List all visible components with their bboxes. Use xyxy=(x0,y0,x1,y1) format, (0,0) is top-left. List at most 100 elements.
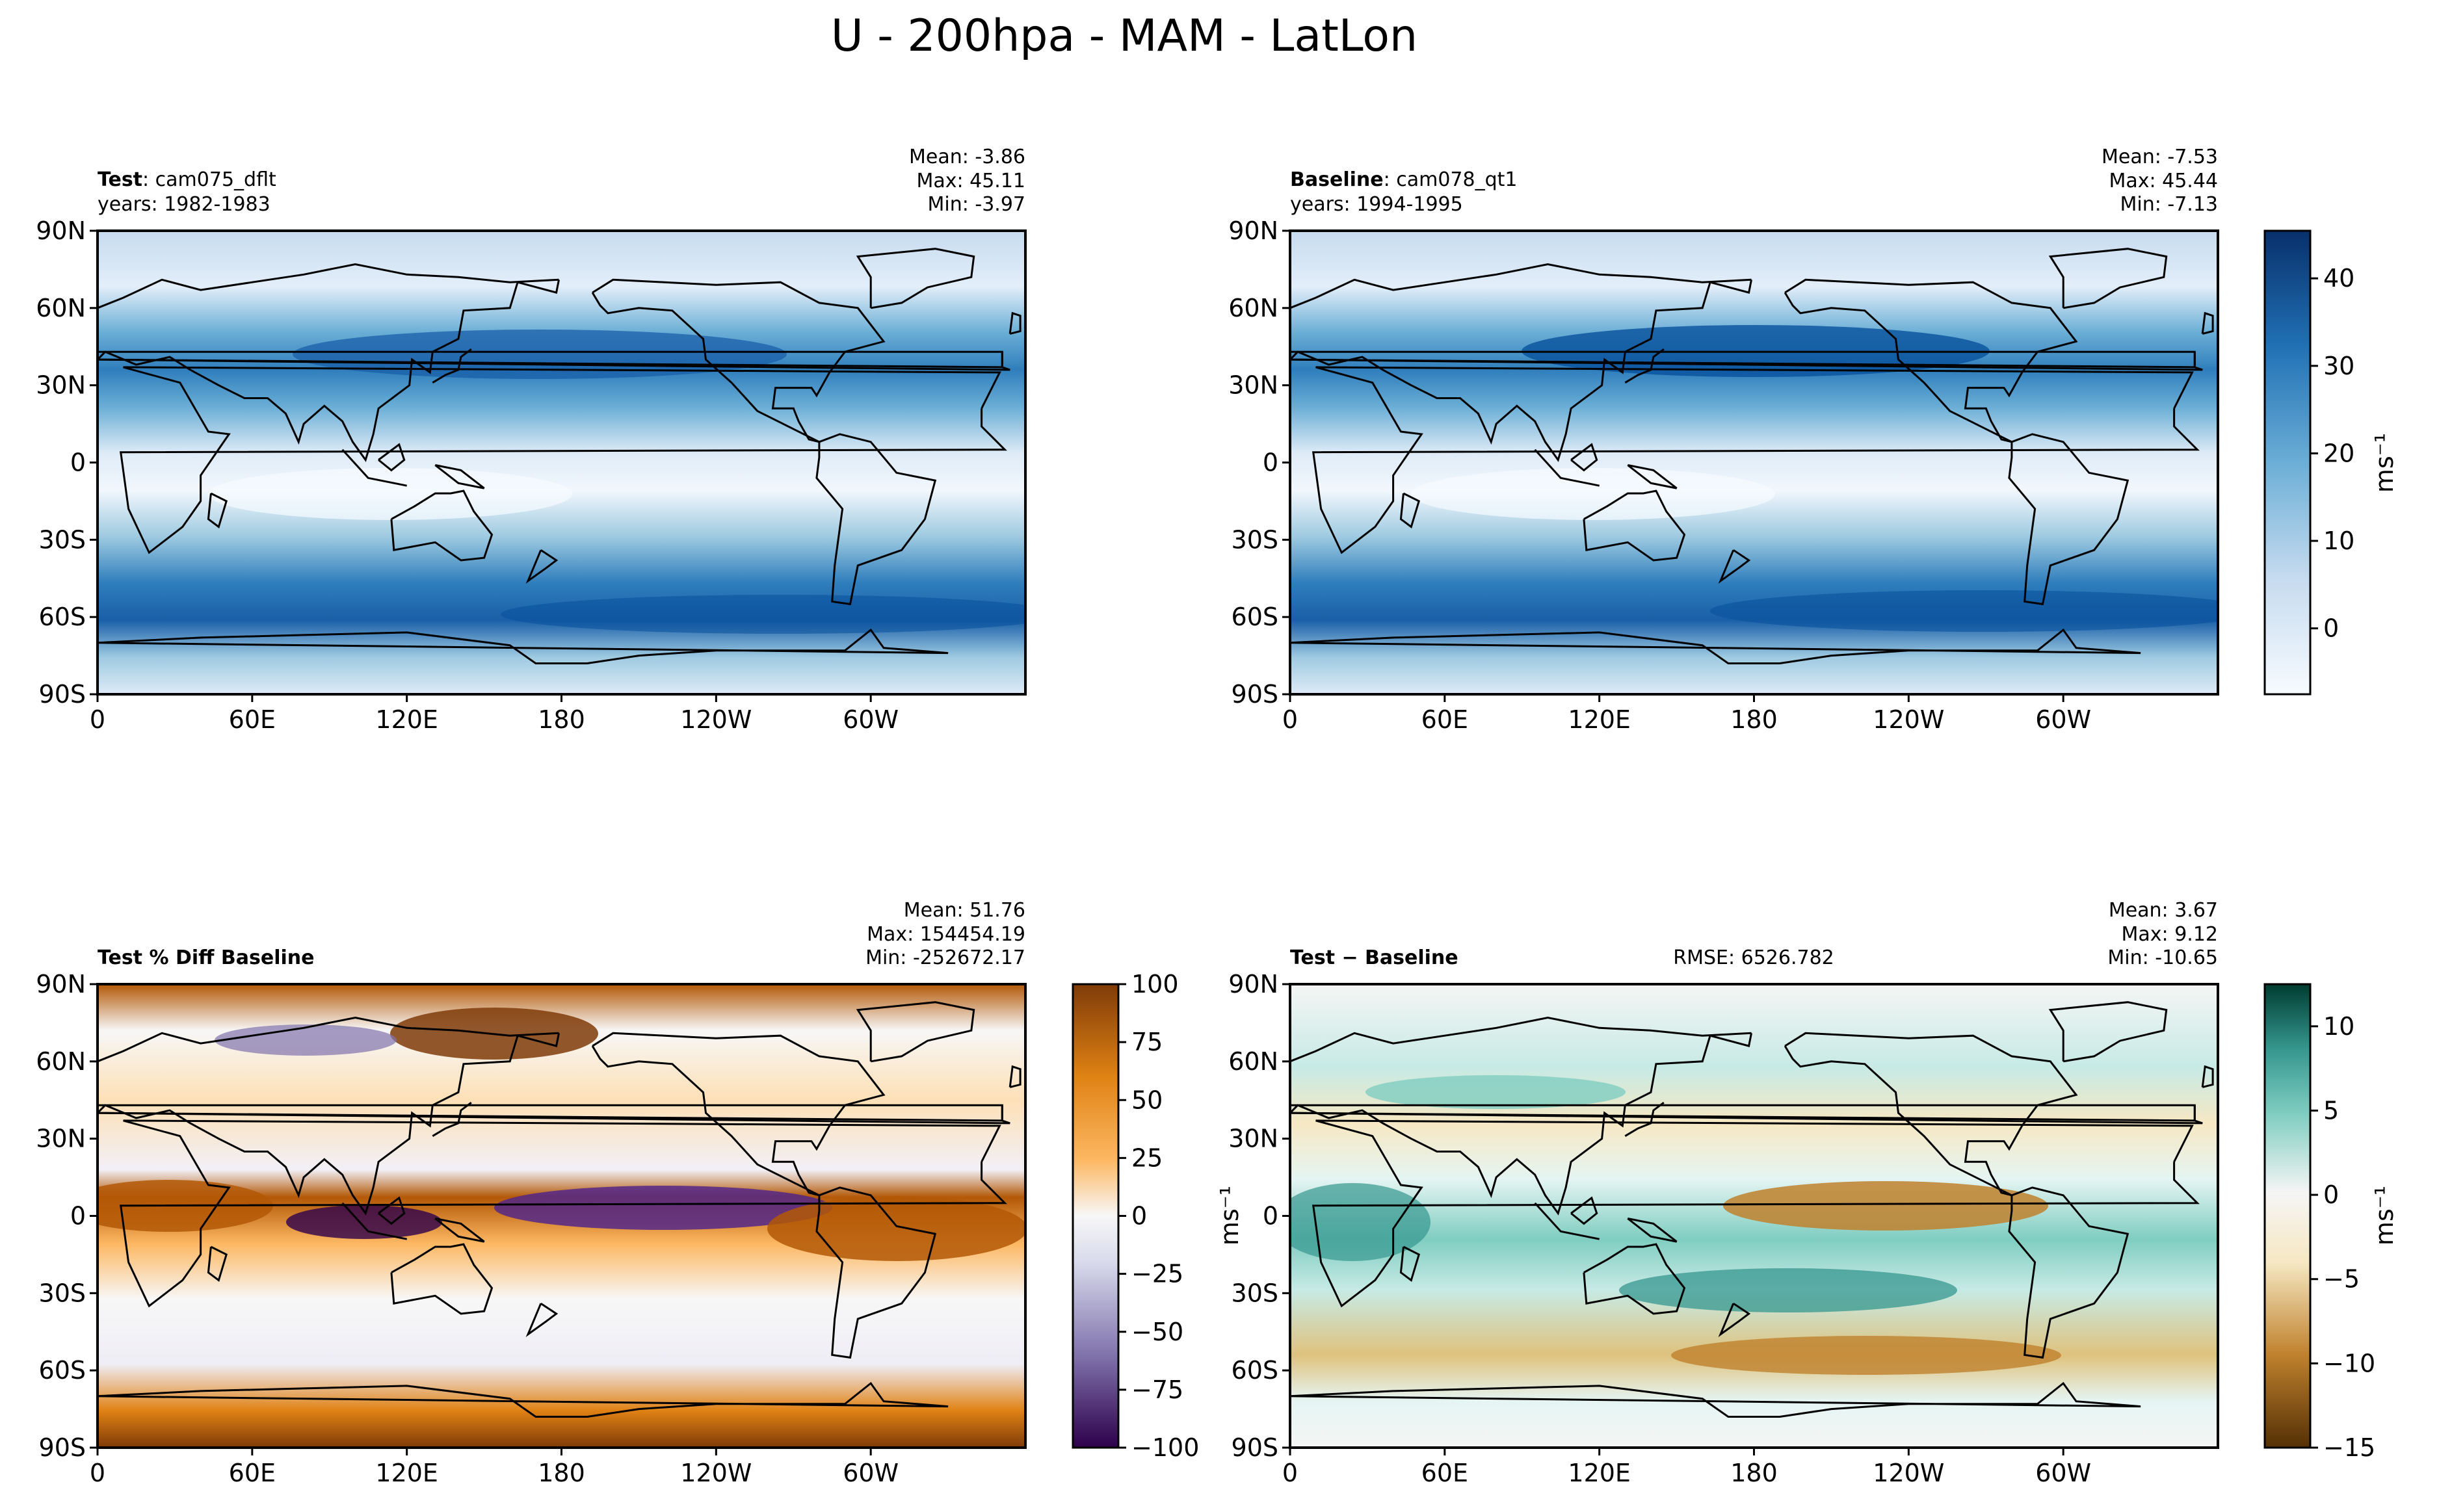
coastline xyxy=(856,248,975,309)
colorbar-pct-tick-label: 75 xyxy=(1131,1028,1163,1056)
colorbar-main-tick-label: 30 xyxy=(2323,352,2354,380)
colorbar-main-tick-label: 40 xyxy=(2323,264,2354,293)
coastline xyxy=(2008,1186,2129,1359)
coastline xyxy=(98,1381,949,1418)
coastline xyxy=(119,366,1007,554)
coastline xyxy=(1583,1243,1686,1315)
coastline xyxy=(1290,1016,1752,1063)
pctdiff-lat-label: 90N xyxy=(36,970,86,998)
diff-lat-label: 30N xyxy=(1228,1125,1278,1153)
coastline xyxy=(856,1001,975,1063)
coastline xyxy=(207,1245,228,1282)
panel-test-map xyxy=(98,231,1025,694)
colorbar-pct-tick-label: 50 xyxy=(1131,1086,1163,1114)
coastline xyxy=(1312,1119,2200,1308)
coastline xyxy=(341,449,407,487)
coastline xyxy=(98,280,1003,462)
test-lon-label: 60E xyxy=(229,705,276,734)
colorbar-pct-tick-label: 100 xyxy=(1131,970,1179,998)
colorbar-diff-tick-label: −10 xyxy=(2323,1349,2375,1377)
coastline xyxy=(98,628,949,664)
baseline-lon-label: 0 xyxy=(1282,705,1298,734)
panel-diff-mean: Mean: 3.67 xyxy=(2109,899,2218,922)
coastline xyxy=(98,352,1010,371)
panel-test-label: Test: cam075_dflt xyxy=(98,168,276,191)
colorbar-pct-tick-label: 25 xyxy=(1131,1143,1163,1172)
colorbar-diff-tick-label: −15 xyxy=(2323,1433,2375,1462)
panel-test-jet-core-south xyxy=(501,595,1025,634)
panel-pctdiff-mean: Mean: 51.76 xyxy=(904,899,1025,922)
diff-lon-label: 0 xyxy=(1282,1459,1298,1487)
coastline xyxy=(1624,1101,1665,1137)
panel-baseline-min: Min: -7.13 xyxy=(2120,193,2219,216)
diff-lon-label: 120E xyxy=(1568,1459,1631,1487)
coastline xyxy=(378,443,406,472)
colorbar-main-tick-label: 20 xyxy=(2323,439,2354,467)
panel-pctdiff-max: Max: 154454.19 xyxy=(867,923,1025,946)
panel-baseline-weak-zone xyxy=(1411,468,1775,520)
panel-diff: Test − Baseline RMSE: 6526.782 Mean: 3.6… xyxy=(1289,899,2219,1449)
coastline xyxy=(591,1032,886,1197)
pctdiff-lon-label: 60W xyxy=(843,1459,899,1487)
baseline-lat-label: 60N xyxy=(1228,294,1278,322)
coastline xyxy=(207,492,228,528)
panel-test-min: Min: -3.97 xyxy=(928,193,1026,216)
diff-lat-label: 90S xyxy=(1232,1433,1278,1462)
diff-teal-north xyxy=(1365,1075,1626,1109)
colorbar-main-ticks: 40 30 20 10 0 xyxy=(2310,264,2354,643)
panel-baseline: Baseline: cam078_qt1 years: 1994-1995 Me… xyxy=(1289,146,2219,696)
panel-diff-rmse: RMSE: 6526.782 xyxy=(1673,946,1834,969)
coastline xyxy=(98,263,559,309)
coastline xyxy=(1290,1105,2203,1125)
pctdiff-lat-label: 60S xyxy=(39,1356,86,1385)
baseline-lat-label: 60S xyxy=(1232,603,1278,631)
coastline xyxy=(1784,278,2078,443)
coastline xyxy=(1583,489,1686,562)
diff-lon-label: 60E xyxy=(1421,1459,1468,1487)
diff-lat-label: 90N xyxy=(1228,970,1278,998)
colorbar-pct-tick-label: −75 xyxy=(1131,1375,1183,1404)
diff-teal-africa xyxy=(1290,1183,1430,1261)
colorbar-main-tick-label: 10 xyxy=(2323,527,2354,555)
panel-diff-label: Test − Baseline xyxy=(1290,946,1458,969)
baseline-lon-label: 180 xyxy=(1730,705,1778,734)
coastline xyxy=(1009,1065,1022,1088)
coastline xyxy=(2008,433,2129,606)
panel-baseline-jet-core-south xyxy=(1710,590,2218,632)
coastline xyxy=(1718,1302,1751,1337)
test-lon-label: 120W xyxy=(680,705,752,734)
coastline xyxy=(98,1033,1003,1216)
coastline xyxy=(390,489,494,562)
diff-lon-label: 180 xyxy=(1730,1459,1778,1487)
coastline xyxy=(1570,443,1598,472)
diff-brown-south xyxy=(1671,1336,2061,1375)
coastline xyxy=(815,433,937,606)
pctdiff-purple-north xyxy=(215,1024,397,1056)
test-lat-label: 30S xyxy=(39,525,86,554)
panel-pctdiff-min: Min: -252672.17 xyxy=(865,946,1025,969)
coastline xyxy=(1534,1202,1600,1240)
coastline xyxy=(378,1196,406,1225)
panel-baseline-map xyxy=(1290,231,2218,694)
test-lon-label: 60W xyxy=(843,705,899,734)
coastline xyxy=(1784,1032,2078,1197)
coastline xyxy=(2201,311,2214,335)
colorbar-diff: 10 5 0 −5 −10 −15 ms⁻¹ xyxy=(2263,983,2399,1462)
panel-diff-min: Min: -10.65 xyxy=(2107,946,2218,969)
coastline xyxy=(2201,1065,2214,1088)
colorbar-pct-tick-label: 0 xyxy=(1131,1202,1147,1231)
panel-baseline-label: Baseline: cam078_qt1 xyxy=(1290,168,1518,191)
test-lon-label: 120E xyxy=(375,705,438,734)
coastline xyxy=(1627,464,1678,489)
colorbar-diff-bar xyxy=(2263,983,2312,1449)
coastline xyxy=(1534,449,1600,487)
pctdiff-lat-label: 60N xyxy=(36,1047,86,1076)
panel-test: Test: cam075_dflt years: 1982-1983 Mean:… xyxy=(96,146,1027,696)
baseline-lat-label: 30N xyxy=(1228,371,1278,400)
pctdiff-lon-label: 60E xyxy=(229,1459,276,1487)
panel-baseline-mean: Mean: -7.53 xyxy=(2102,146,2218,168)
diff-lat-label: 0 xyxy=(1263,1202,1278,1231)
baseline-lat-label: 90N xyxy=(1228,216,1278,245)
diff-lon-label: 120W xyxy=(1873,1459,1944,1487)
